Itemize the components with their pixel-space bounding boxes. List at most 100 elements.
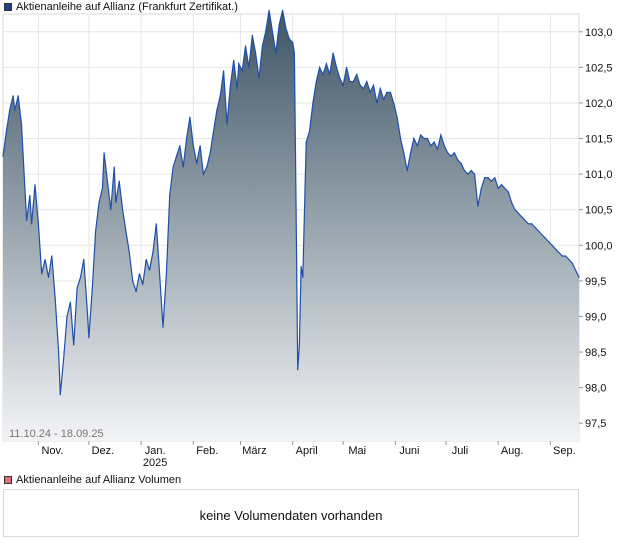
price-point [66, 315, 68, 318]
y-axis-labels: 97,5 98,0 98,5 99,0 99,5 100,0 100,5 101,0 101,5… [585, 27, 613, 430]
price-point [497, 187, 499, 189]
price-point [282, 9, 284, 11]
price-point [155, 223, 157, 225]
price-point [420, 134, 422, 136]
x-tick-label: Sep. [553, 445, 576, 457]
price-point [436, 148, 439, 150]
price-point [558, 251, 560, 253]
price-point [487, 177, 489, 179]
x-tick-label: Nov. [41, 445, 63, 457]
price-point [524, 219, 526, 221]
y-tick-label: 98,5 [585, 347, 606, 359]
price-point [165, 273, 167, 275]
price-point [248, 66, 250, 68]
x-tick-label: Juni [399, 445, 419, 457]
price-point [118, 180, 120, 182]
price-point [216, 109, 218, 111]
price-point [477, 205, 479, 207]
volume-legend-swatch [4, 476, 12, 484]
price-point [169, 194, 171, 197]
price-point [339, 77, 341, 79]
price-point [575, 269, 577, 271]
price-point [113, 166, 115, 168]
date-range-label: 11.10.24 - 18.09.25 [9, 428, 104, 440]
price-point [551, 244, 553, 246]
price-point [63, 358, 65, 360]
y-tick-label: 100,5 [585, 205, 613, 217]
price-point [548, 241, 550, 243]
price-point [527, 223, 530, 225]
price-point [521, 216, 523, 218]
price-point [399, 137, 402, 140]
price-point [342, 84, 344, 86]
price-point [51, 255, 53, 257]
y-tick-label: 99,0 [585, 311, 606, 323]
price-point [219, 95, 221, 97]
price-point [534, 226, 536, 229]
price-point [223, 70, 225, 72]
price-point [531, 223, 533, 225]
price-point [29, 194, 31, 197]
price-point [244, 45, 247, 47]
price-point [430, 145, 432, 147]
price-point [329, 73, 331, 76]
price-point [571, 262, 573, 264]
price-point [152, 251, 154, 253]
x-tick-label: Feb. [196, 445, 218, 457]
price-point [179, 145, 181, 147]
price-point [463, 170, 466, 172]
price-point [386, 91, 388, 93]
price-point [453, 152, 455, 154]
price-point [470, 170, 472, 172]
price-point [426, 137, 428, 140]
y-tick-label: 99,5 [585, 276, 606, 288]
price-point [460, 162, 462, 164]
price-point [255, 52, 257, 54]
price-point [359, 84, 361, 86]
price-point [490, 180, 492, 182]
x-tick-label: März [242, 445, 266, 457]
price-point [332, 52, 334, 54]
price-point [393, 102, 395, 104]
price-point [258, 77, 260, 79]
x-tick-label: Mai [348, 445, 366, 457]
price-point [480, 187, 482, 189]
price-legend-label: Aktienanleihe auf Allianz (Frankfurt Zer… [16, 1, 238, 13]
price-point [297, 369, 299, 371]
price-point [383, 98, 385, 100]
price-point [159, 273, 161, 275]
price-point [568, 258, 570, 261]
price-legend: Aktienanleihe auf Allianz (Frankfurt Zer… [4, 0, 238, 14]
price-point [175, 155, 178, 157]
y-tick-label: 97,5 [585, 418, 606, 430]
x-axis-labels: Nov. Dez. Jan.2025 Feb. März April Mai Juni Juli… [41, 445, 575, 469]
y-tick-label: 102,5 [585, 62, 613, 74]
price-point [467, 173, 469, 175]
price-point [308, 130, 311, 132]
price-point [457, 159, 459, 161]
price-point [115, 202, 117, 204]
price-point [135, 291, 137, 293]
price-point [376, 102, 378, 104]
price-point [172, 166, 174, 168]
price-point [148, 269, 151, 271]
price-point [517, 212, 520, 214]
price-point [212, 130, 215, 132]
price-point [138, 273, 140, 275]
price-point [199, 145, 201, 147]
price-point [5, 130, 7, 132]
volume-empty-message: keine Volumendaten vorhanden [199, 508, 383, 523]
price-point [31, 223, 33, 225]
price-point [202, 173, 204, 175]
price-point [41, 273, 43, 275]
price-point [238, 63, 240, 65]
price-point [285, 27, 287, 29]
price-point [484, 177, 486, 179]
price-point [192, 145, 194, 147]
price-point [440, 134, 442, 136]
price-point [196, 162, 198, 164]
price-point [241, 70, 243, 72]
price-point [554, 248, 557, 250]
price-point [189, 116, 191, 118]
price-point [229, 84, 231, 86]
